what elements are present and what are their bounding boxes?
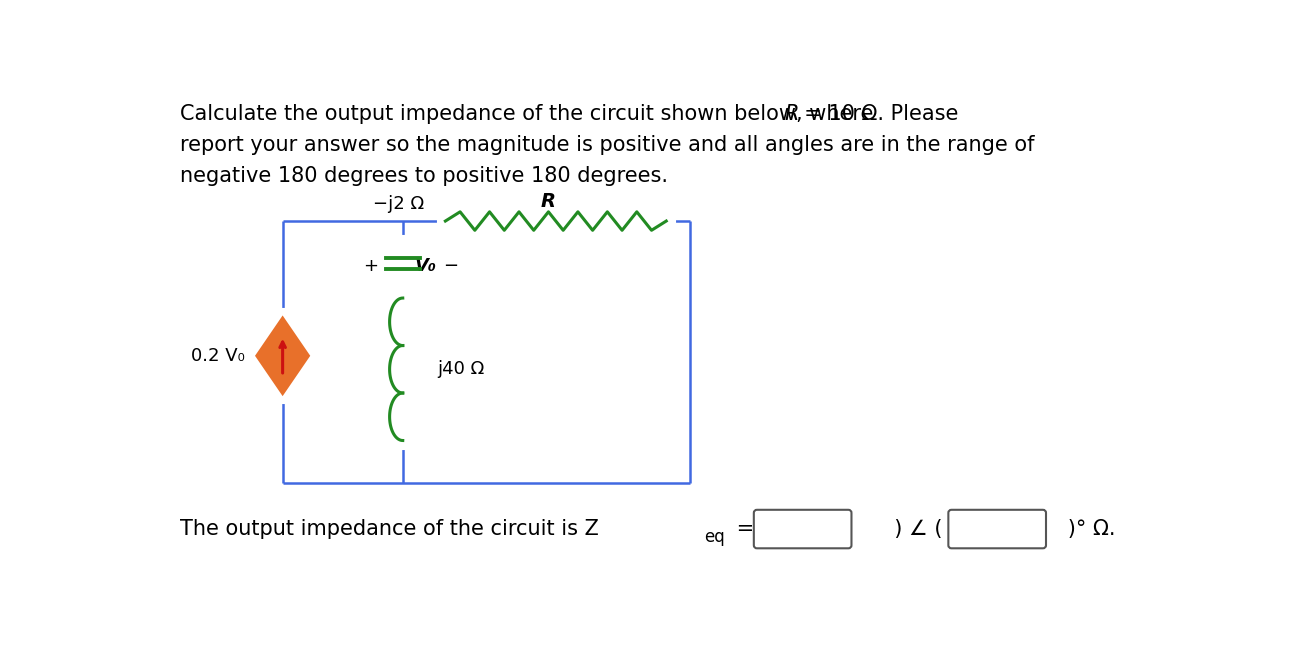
Text: +: + [363, 257, 378, 276]
Text: = 10 Ω. Please: = 10 Ω. Please [800, 104, 958, 124]
Text: The output impedance of the circuit is Z: The output impedance of the circuit is Z [179, 519, 598, 539]
Text: −: − [443, 257, 459, 276]
Text: −j2 Ω: −j2 Ω [373, 195, 424, 214]
FancyBboxPatch shape [949, 510, 1046, 548]
Text: j40 Ω: j40 Ω [438, 360, 485, 379]
Text: V₀: V₀ [415, 257, 436, 276]
Text: 0.2 V₀: 0.2 V₀ [191, 346, 244, 365]
Text: = (      ) ∠ (      )° Ω.: = ( ) ∠ ( )° Ω. [729, 519, 1115, 539]
Text: R: R [785, 104, 800, 124]
Text: negative 180 degrees to positive 180 degrees.: negative 180 degrees to positive 180 deg… [179, 166, 668, 185]
Text: R: R [541, 192, 555, 211]
Text: Calculate the output impedance of the circuit shown below, where: Calculate the output impedance of the ci… [179, 104, 880, 124]
Polygon shape [256, 317, 309, 394]
Text: eq: eq [703, 528, 724, 546]
Text: report your answer so the magnitude is positive and all angles are in the range : report your answer so the magnitude is p… [179, 135, 1034, 155]
FancyBboxPatch shape [754, 510, 852, 548]
